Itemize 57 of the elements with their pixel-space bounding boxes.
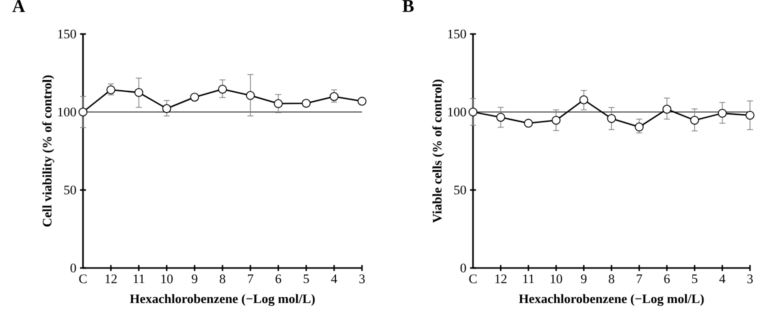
x-tick-label: 11 [523,274,534,284]
y-tick-label: 150 [448,30,466,38]
point [524,118,533,128]
point [468,108,478,116]
point [662,104,672,114]
x-tick-label: 4 [719,274,726,284]
point [634,122,644,132]
y-tick-label: 50 [64,186,76,194]
y-axis-title: Cell viability (% of control) [42,75,54,227]
y-tick-label: 100 [448,108,466,116]
x-tick-label: 5 [304,274,309,284]
point [358,96,366,106]
x-tick-label: 8 [220,274,226,284]
point [496,112,506,122]
x-tick-label: 5 [692,274,698,284]
y-tick-label: 100 [58,108,76,116]
x-tick-label: 9 [580,274,587,284]
y-axis-title: Viable cells (% of control) [432,80,444,223]
point [190,92,200,102]
point [607,114,616,123]
x-tick-label: 4 [331,274,338,284]
x-tick-label: 9 [192,274,198,284]
point [579,95,588,104]
point [690,116,700,125]
point [134,88,144,97]
point [218,84,227,94]
x-tick-label: 3 [359,274,365,284]
x-axis-title: Hexachlorobenzene (−Log mol/L) [518,294,704,306]
chart-title: A [12,0,26,12]
x-tick-label: 7 [636,274,642,283]
y-tick-label: 0 [70,264,76,272]
y-tick-label: 150 [58,30,76,38]
point [246,91,255,100]
x-tick-label: C [469,274,477,284]
x-tick-label: 10 [161,274,173,284]
x-tick-label: 6 [664,274,670,284]
x-tick-label: 10 [550,274,562,284]
x-tick-label: 7 [248,274,254,283]
point [718,108,727,118]
x-tick-label: 8 [608,274,614,284]
point [552,116,561,125]
point [302,98,311,108]
x-axis-title: Hexachlorobenzene (−Log mol/L) [130,294,315,306]
point [330,92,339,101]
point [78,108,88,116]
y-tick-label: 50 [454,186,466,194]
point [746,110,754,120]
x-tick-label: 3 [747,274,753,284]
point [162,104,172,113]
x-tick-label: 6 [276,274,282,284]
y-tick-label: 0 [460,264,466,272]
x-tick-label: 12 [495,274,506,284]
point [274,99,283,108]
chart-title: B [402,0,414,12]
x-tick-label: 12 [106,274,117,284]
x-tick-label: 11 [134,274,144,284]
x-tick-label: C [79,274,87,284]
